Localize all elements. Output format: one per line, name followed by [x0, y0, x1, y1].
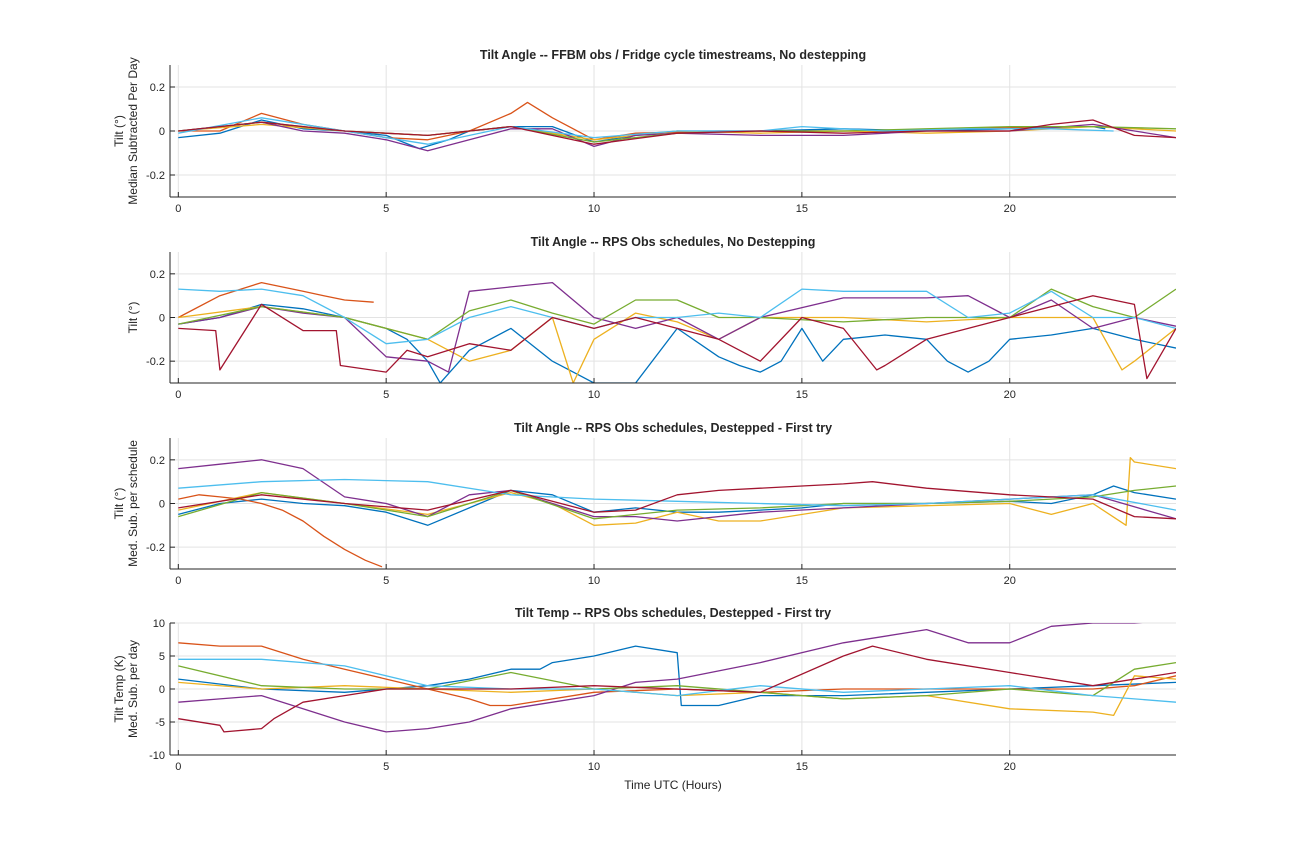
- chart-title: Tilt Angle -- RPS Obs schedules, No Dest…: [531, 235, 816, 249]
- x-tick-label: 10: [588, 203, 600, 215]
- y-axis-label: Med. Sub. per day: [126, 640, 140, 738]
- series-line-1: [178, 485, 1176, 526]
- series-line-2: [178, 101, 1052, 141]
- y-axis-label: Tilt Temp (K): [112, 655, 126, 722]
- x-axis-label: Time UTC (Hours): [624, 778, 722, 792]
- x-tick-label: 5: [383, 761, 389, 773]
- y-axis-label: Med. Sub. per schedule: [126, 440, 140, 567]
- series-line-6: [178, 288, 1176, 345]
- x-tick-label: 20: [1004, 761, 1016, 773]
- x-tick-label: 15: [796, 575, 808, 587]
- x-tick-label: 5: [383, 389, 389, 401]
- series-line-7: [178, 119, 1176, 145]
- series-line-2: [178, 494, 383, 568]
- series-line-7: [178, 645, 1176, 733]
- series-line-1: [178, 645, 1176, 707]
- series-group: [177, 281, 1176, 383]
- series-line-1: [178, 303, 1176, 383]
- y-tick-label: 0: [159, 684, 165, 696]
- x-tick-label: 15: [796, 761, 808, 773]
- x-tick-label: 15: [796, 389, 808, 401]
- series-line-4: [178, 623, 1143, 733]
- series-line-6: [178, 658, 1176, 703]
- y-tick-label: 5: [159, 651, 165, 663]
- chart-title: Tilt Angle -- RPS Obs schedules, Destepp…: [514, 421, 832, 435]
- y-axis-label: Tilt (°): [112, 488, 126, 520]
- x-tick-label: 0: [175, 761, 181, 773]
- series-line-5: [178, 288, 1176, 340]
- series-line-2: [177, 281, 374, 319]
- x-tick-label: 0: [175, 575, 181, 587]
- y-tick-label: 0: [159, 126, 165, 138]
- y-axis-label: Tilt (°): [112, 115, 126, 147]
- y-tick-label: 10: [153, 618, 165, 630]
- y-tick-label: 0: [159, 313, 165, 325]
- y-tick-label: -0.2: [146, 542, 165, 554]
- chart-title: Tilt Angle -- FFBM obs / Fridge cycle ti…: [480, 48, 866, 62]
- y-tick-label: 0.2: [150, 455, 165, 467]
- y-tick-label: -10: [149, 750, 165, 762]
- chart-panel-3: 0 5 10 15 20 0.2 0 -0.2 Tilt Angle -- RPS Obs sc…: [112, 421, 1176, 587]
- y-tick-label: -5: [155, 717, 165, 729]
- series-line-7: [178, 295, 1176, 380]
- chart-panel-1: 0 5 10 15 20 0.2 0 -0.2 Tilt Angle -- FFBM obs /…: [112, 48, 1176, 215]
- x-tick-label: 5: [383, 203, 389, 215]
- y-axis-label: Median Subtracted Per Day: [126, 57, 140, 204]
- series-group: [178, 623, 1176, 733]
- x-tick-label: 20: [1004, 575, 1016, 587]
- grid: [170, 438, 1176, 569]
- chart-title: Tilt Temp -- RPS Obs schedules, Desteppe…: [515, 606, 831, 620]
- y-tick-label: 0.2: [150, 269, 165, 281]
- y-tick-label: 0.2: [150, 82, 165, 94]
- x-tick-label: 20: [1004, 389, 1016, 401]
- y-tick-label: -0.2: [146, 356, 165, 368]
- chart-panel-4: 0 5 10 15 20 10 5 0 -5 -10 Tilt Temp -- RPS Obs sc…: [112, 606, 1176, 792]
- y-tick-label: -0.2: [146, 170, 165, 182]
- x-tick-label: 15: [796, 203, 808, 215]
- x-tick-label: 10: [588, 761, 600, 773]
- chart-panel-2: 0 5 10 15 20 0.2 0 -0.2 Tilt Angle -- RPS Obs sc…: [126, 235, 1176, 401]
- x-tick-label: 10: [588, 389, 600, 401]
- series-group: [178, 456, 1176, 568]
- series-line-7: [178, 481, 1176, 520]
- y-axis-label: Tilt (°): [126, 302, 140, 334]
- x-tick-label: 0: [175, 389, 181, 401]
- series-group: [178, 101, 1176, 152]
- series-line-3: [178, 456, 1176, 526]
- series-line-5: [178, 661, 1176, 700]
- x-tick-label: 20: [1004, 203, 1016, 215]
- x-tick-label: 5: [383, 575, 389, 587]
- x-tick-label: 10: [588, 575, 600, 587]
- series-line-6: [178, 478, 1176, 511]
- x-tick-label: 0: [175, 203, 181, 215]
- y-tick-label: 0: [159, 499, 165, 511]
- series-line-5: [178, 485, 1176, 520]
